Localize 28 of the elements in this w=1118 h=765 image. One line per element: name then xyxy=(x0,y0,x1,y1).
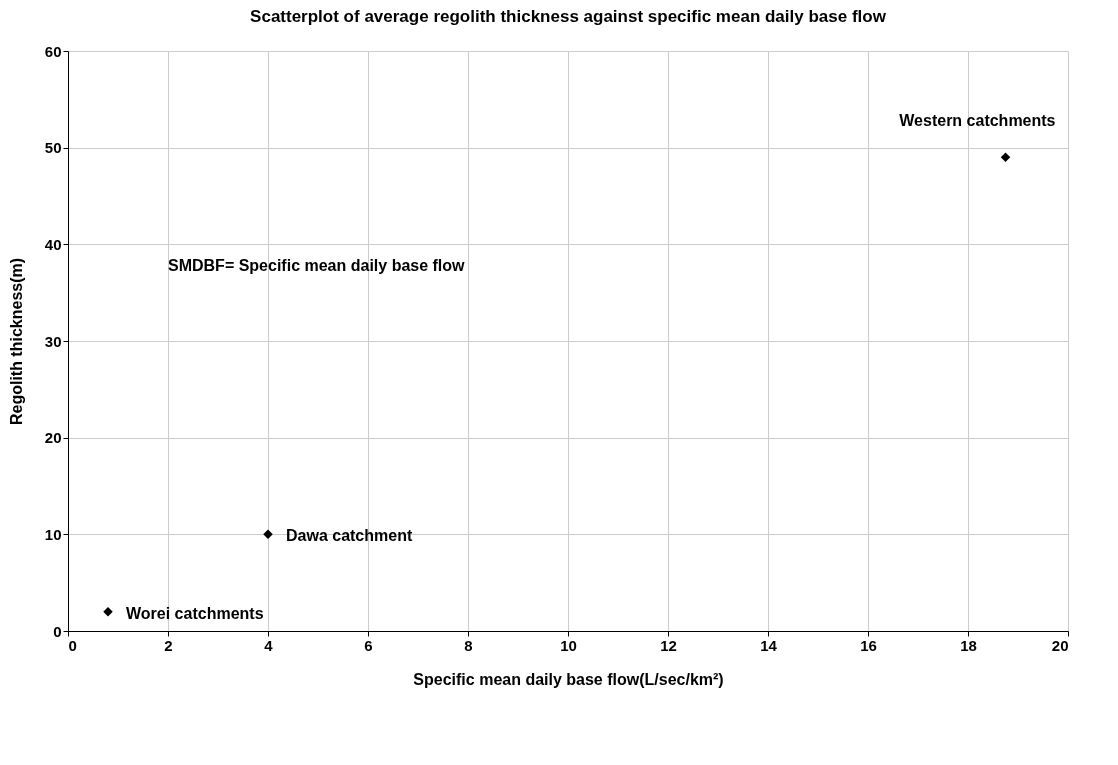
point xyxy=(1000,152,1011,163)
x-tick-label: 6 xyxy=(364,636,373,654)
chart-title: Scatterplot of average regolith thickness against specific mean daily base flow xyxy=(250,7,887,26)
point xyxy=(103,606,113,617)
y-tick-label: 10 xyxy=(44,525,62,543)
y-tick-label: 20 xyxy=(44,429,62,447)
annotation: Western catchments xyxy=(899,112,1056,130)
x-tick-label: 8 xyxy=(464,636,473,654)
y-tick-label: 0 xyxy=(53,622,62,640)
x-tick-label: 0 xyxy=(68,636,77,654)
x-axis-title: Specific mean daily base flow(L/sec/km²) xyxy=(413,670,724,688)
annotation: Dawa catchment xyxy=(286,527,413,545)
annotation: Worei catchments xyxy=(126,604,264,622)
x-tick-label: 16 xyxy=(860,636,877,654)
y-tick-label: 60 xyxy=(44,42,62,60)
x-tick-label: 14 xyxy=(760,636,778,654)
x-tick-label: 10 xyxy=(560,636,577,654)
x-tick-label: 4 xyxy=(264,636,274,654)
x-tick-label: 20 xyxy=(1051,636,1069,654)
x-tick-label: 18 xyxy=(960,636,977,654)
y-tick-label: 30 xyxy=(44,332,62,350)
y-tick-label: 50 xyxy=(44,139,62,157)
annotation: SMDBF= Specific mean daily base flow xyxy=(168,257,466,274)
point xyxy=(263,529,273,540)
x-tick-label: 12 xyxy=(660,636,677,654)
x-tick-label: 2 xyxy=(164,636,173,654)
y-axis-title: Regolith thickness(m) xyxy=(7,257,25,426)
y-tick-label: 40 xyxy=(44,235,62,253)
